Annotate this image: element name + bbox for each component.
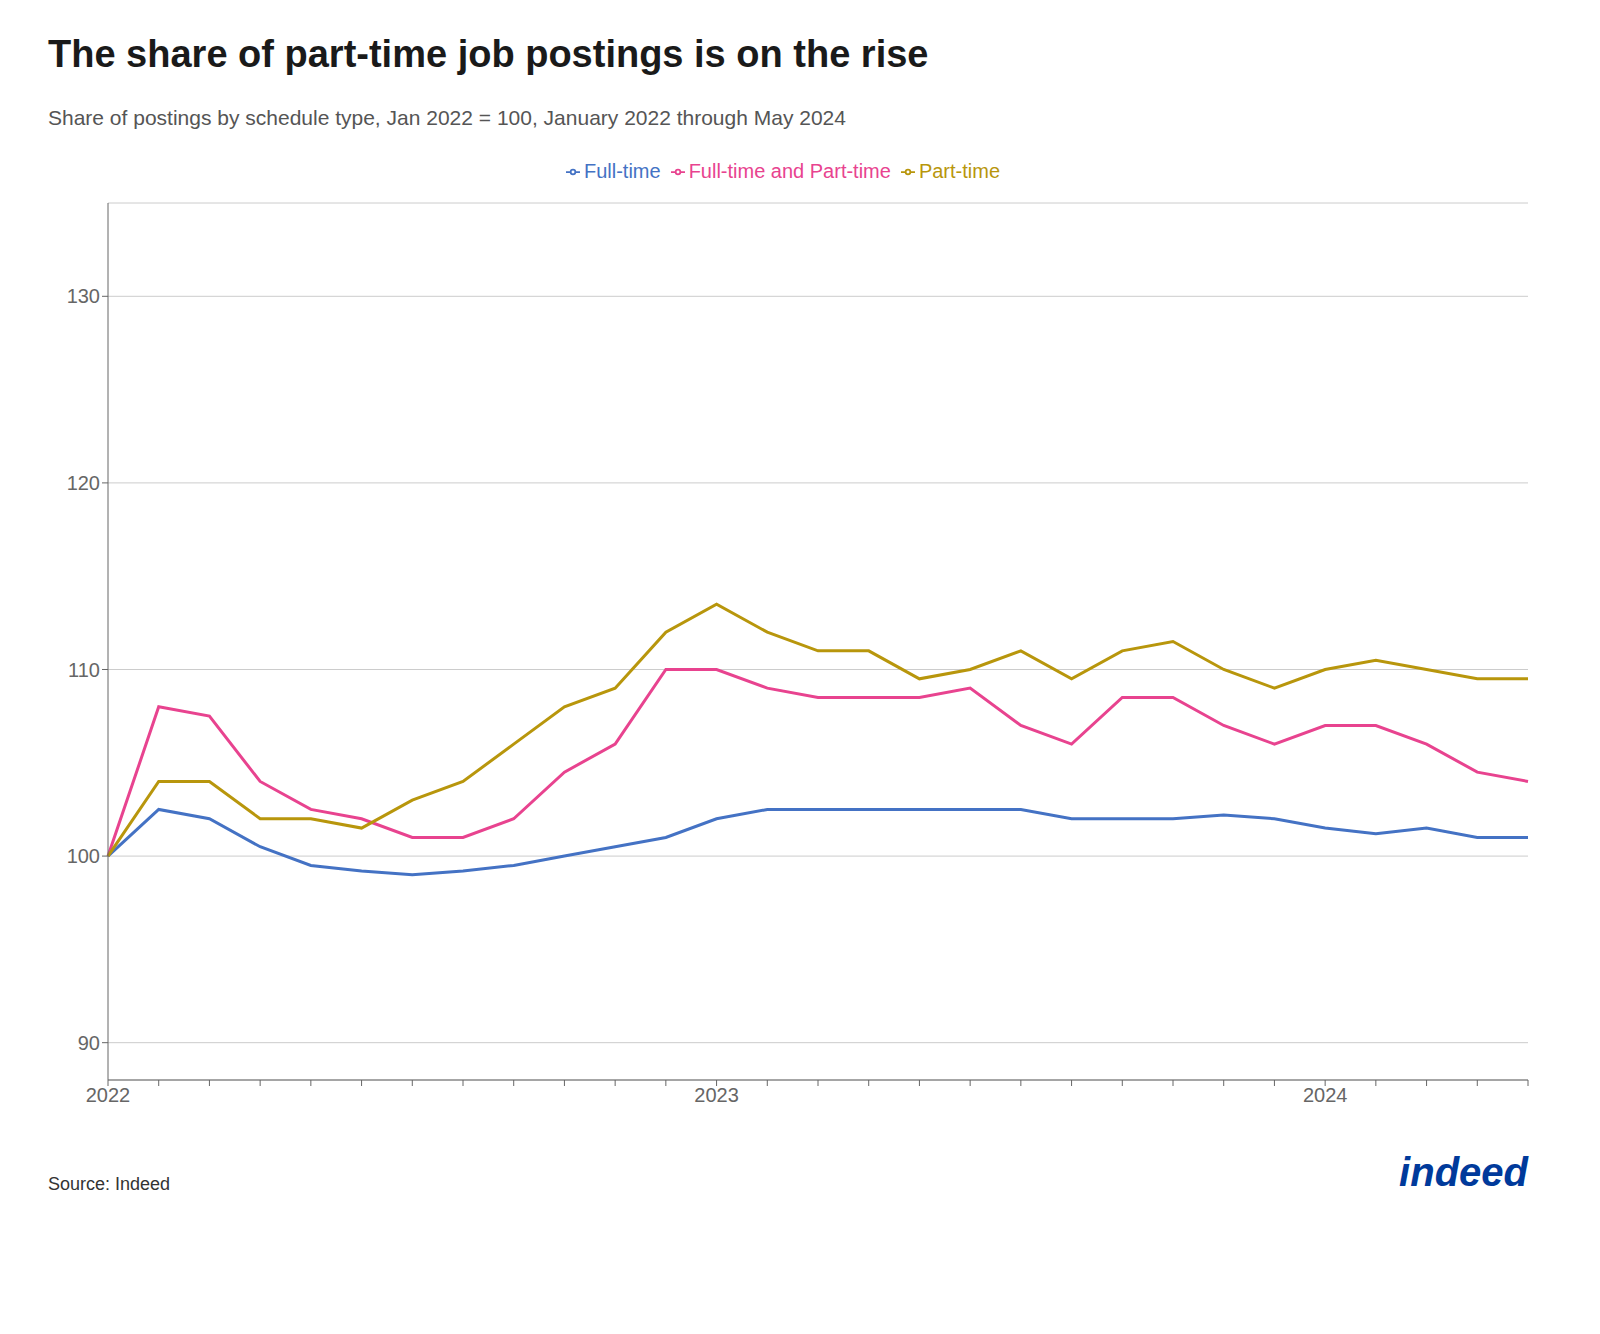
html-text:The share of part-time job pos: The share of part-time job postings is o… <box>48 33 929 75</box>
svg-text:90: 90 <box>78 1031 100 1053</box>
html-text:Part-time: Part-time <box>918 159 1000 182</box>
html-text:Full-time: Full-time <box>584 159 661 182</box>
svg-text:120: 120 <box>67 472 100 494</box>
html-text:Source: Indeed: Source: Indeed <box>48 1173 171 1194</box>
html-text:indeed: indeed <box>1399 1149 1528 1194</box>
svg-text:2024: 2024 <box>1303 1084 1348 1106</box>
svg-text:130: 130 <box>67 285 100 307</box>
svg-text:100: 100 <box>67 845 100 867</box>
html-text:Full-time and Part-time: Full-time and Part-time <box>688 159 891 182</box>
svg-text:2022: 2022 <box>86 1084 131 1106</box>
html-text:Share of postings by schedule: Share of postings by schedule type, Jan … <box>48 105 846 129</box>
svg-text:2023: 2023 <box>694 1084 739 1106</box>
svg-text:110: 110 <box>68 658 100 680</box>
